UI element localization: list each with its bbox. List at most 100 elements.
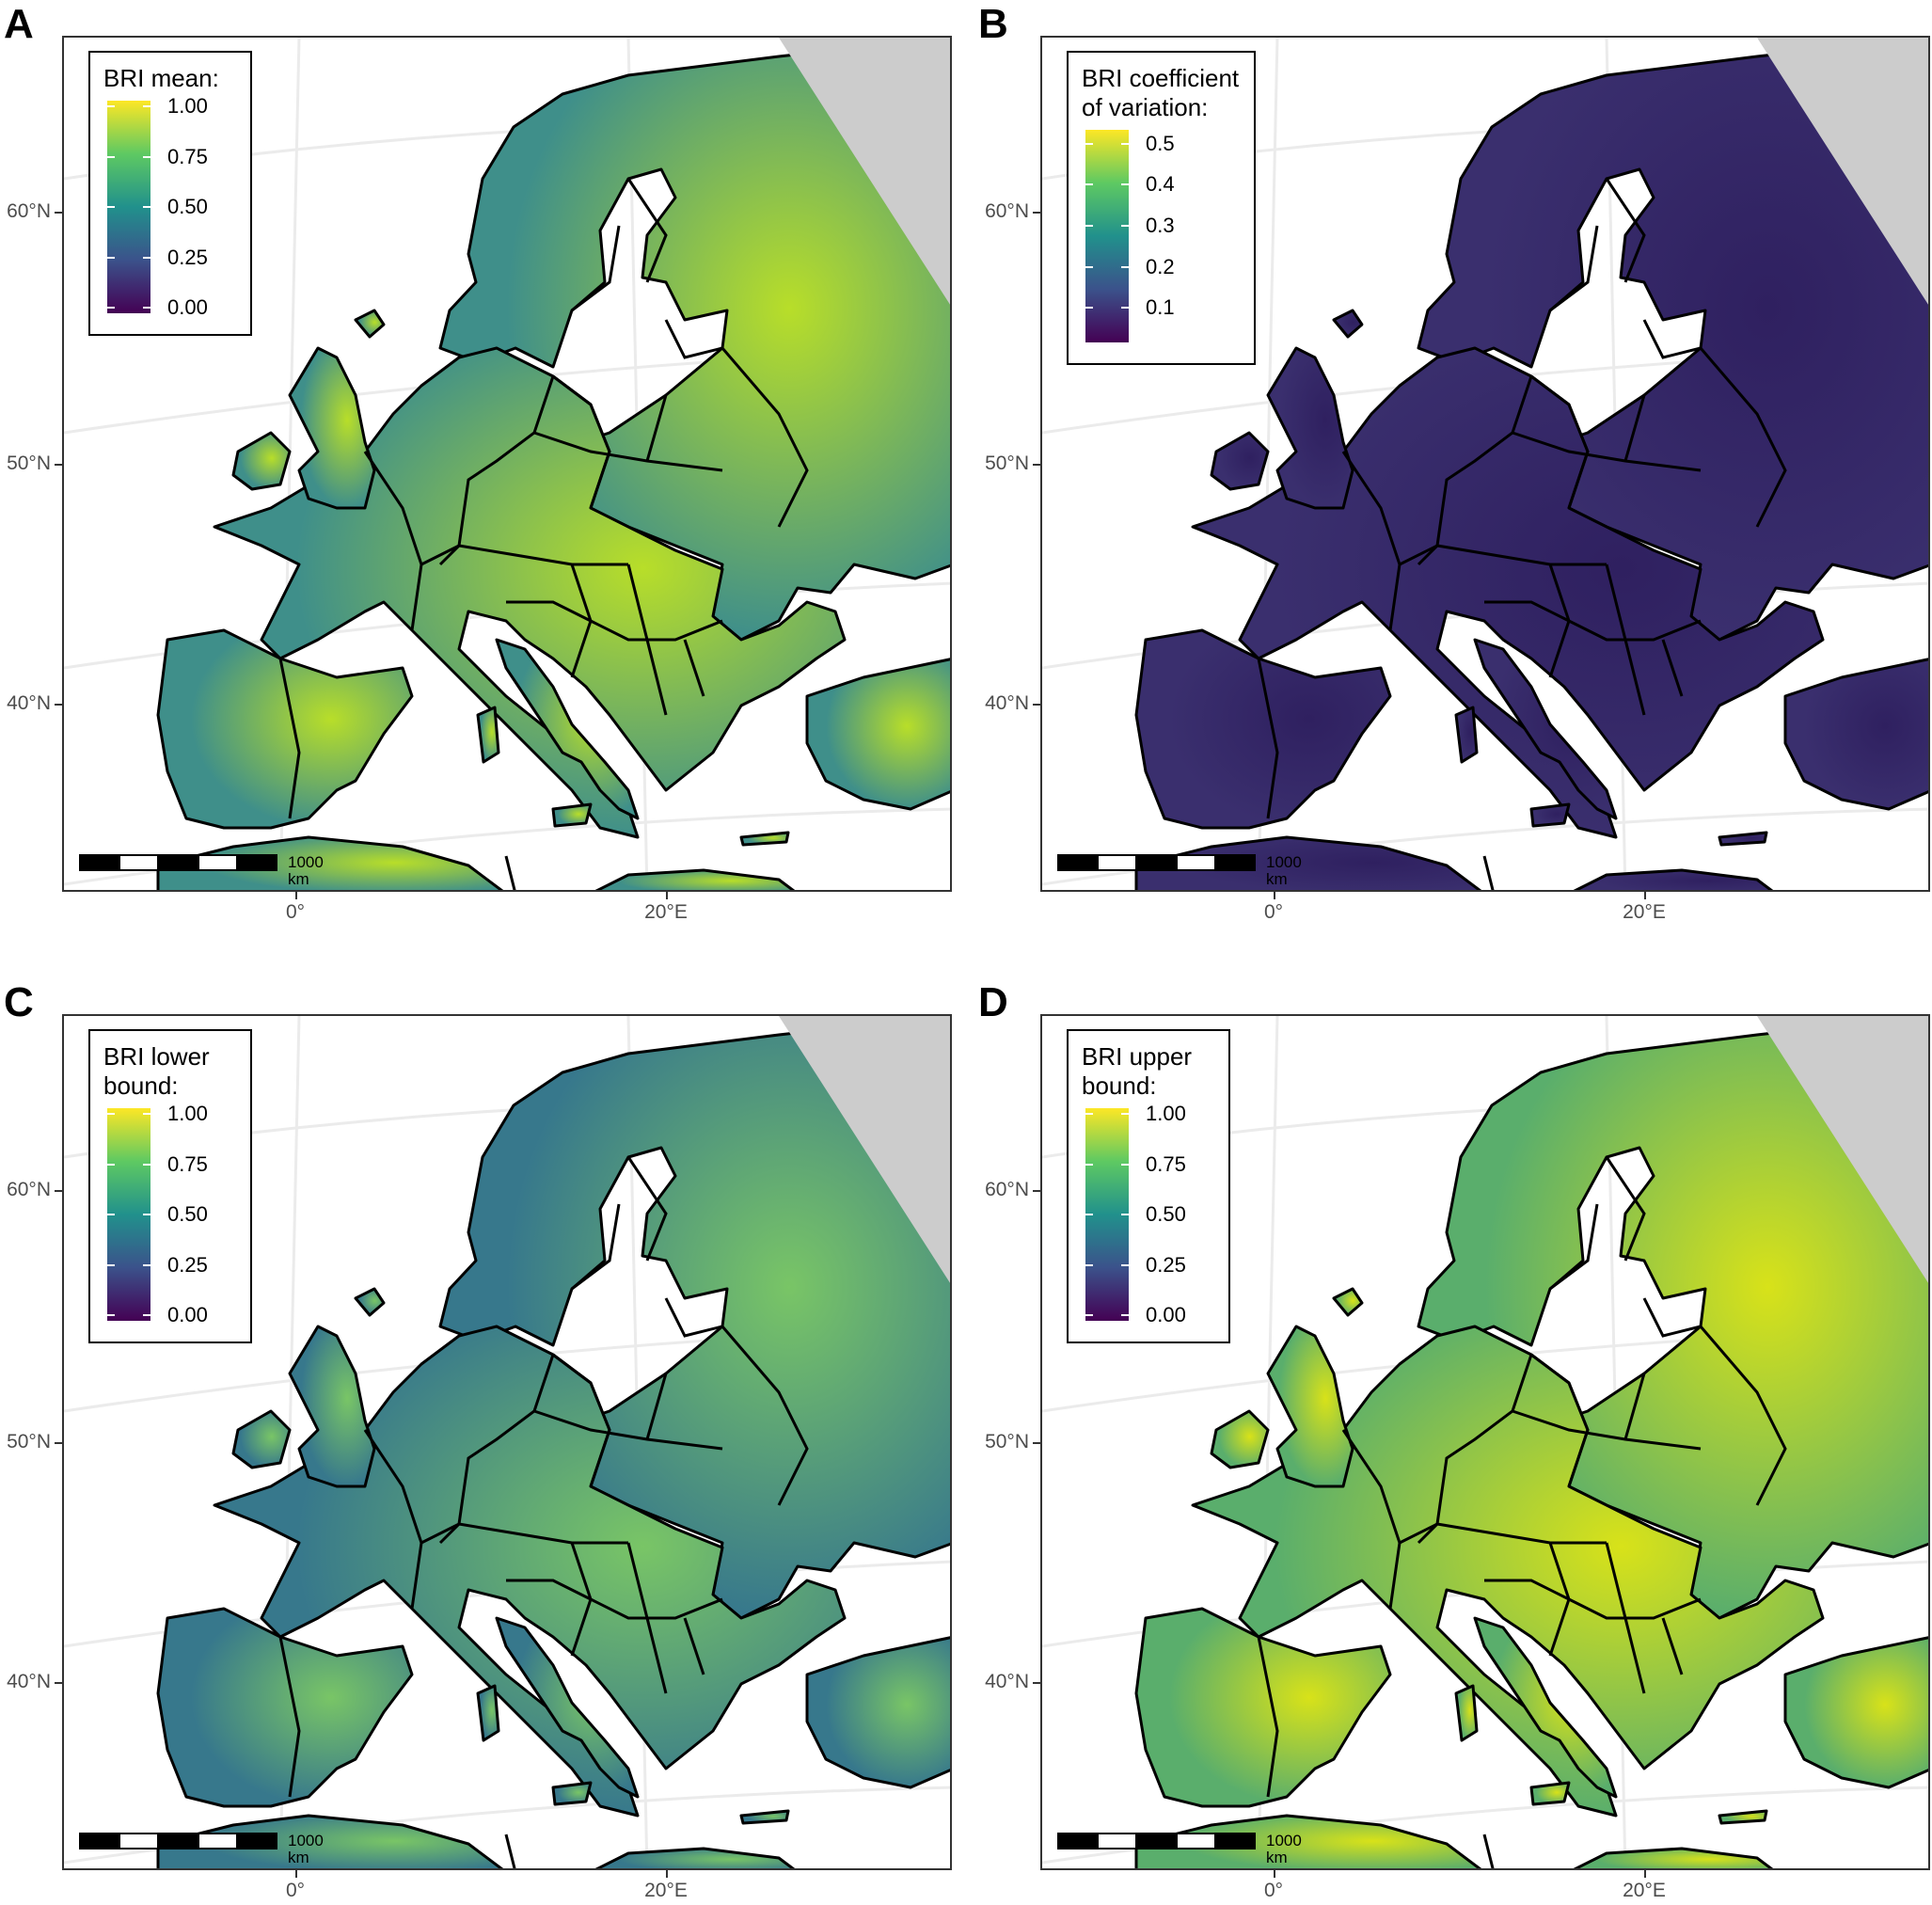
country-border (278, 1636, 301, 1798)
colorbar-label: 0.50 (167, 1202, 208, 1226)
map-svg (64, 38, 950, 890)
longitude-label: 0° (1263, 1880, 1284, 1901)
country-border (506, 1579, 723, 1620)
land-polygon (495, 1616, 640, 1799)
country-border (552, 374, 611, 509)
scale-bar: 1000 km (79, 1833, 324, 1866)
country-border (1399, 1522, 1438, 1545)
map-svg (1042, 38, 1928, 890)
country-border (1699, 347, 1787, 528)
colorbar-label: 1.00 (167, 94, 208, 118)
land-polygon (1573, 1847, 1774, 1868)
colorbar-label: 0.25 (167, 245, 208, 269)
longitude-tick (666, 1870, 668, 1878)
scale-bar-segment (198, 1833, 238, 1849)
scale-bar-segment (198, 854, 238, 871)
colorbar-tick (107, 1314, 115, 1316)
longitude-tick (295, 892, 297, 899)
country-border (645, 1373, 668, 1440)
land-polygon (476, 1684, 500, 1742)
map-svg (1042, 1016, 1928, 1868)
colorbar-label: 0.00 (167, 295, 208, 319)
scale-bar: 1000 km (1057, 1833, 1302, 1866)
land-polygon (1134, 835, 1482, 890)
country-border (571, 225, 621, 312)
legend-colorbar-group: 1.00 0.75 0.50 0.25 0.00 (1082, 1103, 1213, 1332)
colorbar-label: 0.00 (1146, 1303, 1186, 1326)
country-border (1605, 178, 1646, 283)
country-border (506, 600, 723, 642)
country-border (570, 1542, 593, 1657)
longitude-label: 0° (285, 1880, 306, 1901)
country-border (1484, 1579, 1702, 1620)
legend: BRI lower bound: 1.00 0.75 0.50 0.25 0.00 (88, 1029, 252, 1343)
colorbar-tick (107, 105, 115, 107)
country-border (1642, 1297, 1702, 1338)
colorbar-tick (143, 1163, 150, 1166)
colorbar-tick (107, 256, 115, 259)
scale-bar-segment (1057, 1833, 1098, 1849)
colorbar-tick (107, 1263, 115, 1266)
scale-bar-segment (158, 1833, 198, 1849)
colorbar-tick (1121, 225, 1129, 228)
colorbar-label: 0.75 (1146, 1151, 1186, 1176)
legend-title: BRI upper bound: (1082, 1042, 1193, 1100)
land-polygon (1332, 1287, 1364, 1317)
scale-bar-label: 1000 km (288, 853, 324, 888)
scale-bar-segment (119, 1833, 159, 1849)
country-border (1661, 1617, 1684, 1675)
country-borders (1257, 178, 1787, 890)
land-polygon (551, 1781, 593, 1806)
country-border (1642, 319, 1702, 359)
latitude-tick (1033, 1442, 1040, 1444)
country-border (1605, 1542, 1646, 1694)
scale-bar-segment (158, 854, 198, 871)
scale-bar-segment (79, 1833, 119, 1849)
land-polygon (354, 1287, 386, 1317)
scale-bar-label: 1000 km (1266, 1832, 1302, 1866)
country-border (1482, 1834, 1495, 1868)
legend-colorbar-group: 1.00 0.75 0.50 0.25 0.00 (103, 96, 235, 325)
country-border (721, 347, 809, 528)
land-polygon (1783, 658, 1928, 811)
country-border (645, 394, 668, 462)
scale-bar-segment (1176, 1833, 1216, 1849)
land-polygon (1718, 831, 1768, 847)
land-polygon (805, 658, 950, 811)
longitude-tick (1644, 1870, 1646, 1878)
colorbar-tick (107, 1163, 115, 1166)
land-polygon (1266, 1325, 1354, 1488)
colorbar-label: 0.50 (1146, 1202, 1186, 1226)
longitude-label: 0° (285, 901, 306, 923)
country-border (1623, 394, 1646, 462)
country-border (1482, 855, 1495, 890)
scale-bar-label: 1000 km (288, 1832, 324, 1866)
land-polygon (1473, 1616, 1618, 1799)
colorbar-label: 0.5 (1146, 131, 1175, 155)
colorbar-tick (1085, 1214, 1093, 1215)
latitude-label: 40°N (7, 692, 51, 714)
scale-bar-segment (1215, 854, 1256, 871)
colorbar-tick (1085, 1113, 1093, 1115)
legend-title: BRI mean: (103, 64, 219, 92)
land-polygon (1718, 1809, 1768, 1825)
land-polygon (156, 628, 414, 830)
latitude-label: 50°N (985, 1431, 1029, 1453)
country-border (1699, 1326, 1787, 1506)
country-border (571, 1203, 621, 1291)
colorbar-label: 0.75 (167, 144, 208, 168)
scale-bar-segment (1136, 854, 1177, 871)
legend: BRI mean: 1.00 0.75 0.50 0.25 0.00 (88, 51, 252, 336)
colorbar-label: 0.00 (167, 1303, 208, 1326)
colorbar-label: 0.1 (1146, 295, 1175, 320)
country-border (458, 1522, 628, 1545)
scale-bar-segment (1057, 854, 1098, 871)
country-border (664, 1297, 723, 1338)
country-border (1605, 1156, 1646, 1262)
colorbar-label: 0.3 (1146, 214, 1175, 238)
scale-bar-segment (237, 1833, 277, 1849)
country-border (1661, 639, 1684, 697)
land-polygon (594, 868, 796, 890)
colorbar-tick (1121, 142, 1129, 145)
country-border (1530, 1353, 1590, 1487)
